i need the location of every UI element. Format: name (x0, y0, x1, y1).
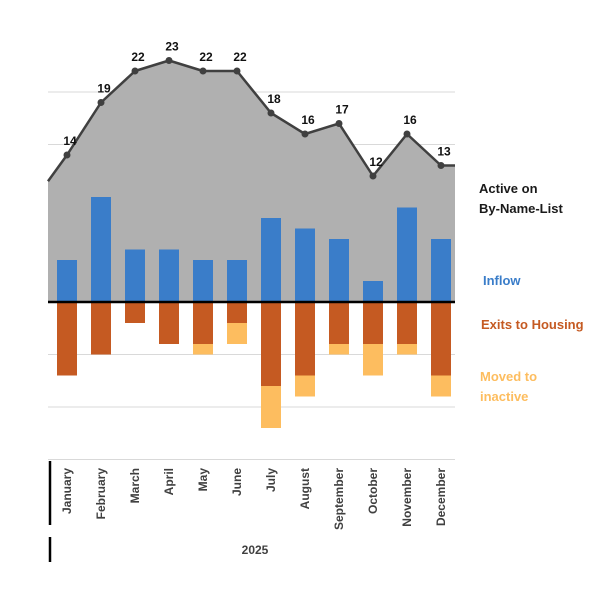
bar-moved (329, 344, 349, 355)
bar-exits (193, 302, 213, 344)
x-tick-label: May (196, 468, 210, 492)
data-label: 22 (233, 50, 247, 64)
bar-exits (91, 302, 111, 355)
bar-moved (193, 344, 213, 355)
bar-moved (295, 375, 315, 397)
x-axis: January February March April May June July Augu… (48, 461, 448, 562)
x-tick-label: June (230, 468, 244, 496)
data-label: 19 (97, 82, 111, 96)
active-point (165, 57, 173, 64)
data-label: 18 (267, 92, 281, 106)
bar-inflow (329, 239, 349, 302)
legend-active-line2: By-Name-List (479, 201, 563, 216)
data-label: 16 (301, 113, 315, 127)
bar-inflow (295, 228, 315, 302)
data-label: 22 (199, 50, 213, 64)
bar-inflow (91, 197, 111, 302)
bar-exits (159, 302, 179, 344)
data-label: 12 (369, 155, 383, 169)
data-label: 16 (403, 113, 417, 127)
legend-moved: Moved to inactive (480, 367, 590, 407)
x-tick-label: April (162, 468, 176, 495)
bar-exits (57, 302, 77, 376)
active-point (437, 162, 445, 169)
active-point (131, 67, 139, 75)
x-tick-label: November (400, 468, 414, 527)
legend-exits: Exits to Housing (481, 317, 584, 332)
active-point (301, 130, 309, 138)
bar-inflow (227, 260, 247, 302)
legend-inflow: Inflow (483, 273, 521, 288)
data-label: 22 (131, 50, 145, 64)
data-label: 14 (63, 134, 77, 148)
data-label: 13 (437, 145, 451, 159)
active-point (369, 172, 377, 180)
bar-exits (329, 302, 349, 344)
active-point (335, 120, 343, 127)
legend-moved-line1: Moved to (480, 369, 538, 384)
active-line (46, 57, 455, 182)
x-tick-label: October (366, 468, 380, 514)
bar-exits (227, 302, 247, 323)
bar-moved (227, 323, 247, 344)
bar-inflow (125, 249, 145, 302)
year-label: 2025 (241, 543, 269, 557)
bar-exits (125, 302, 145, 323)
x-tick-label: September (332, 468, 346, 530)
active-point (97, 99, 105, 106)
bar-inflow (159, 249, 179, 302)
bar-inflow (363, 281, 383, 302)
bar-inflow (57, 260, 77, 302)
active-line-path (46, 59, 455, 182)
x-tick-label: August (298, 468, 312, 509)
active-point (267, 109, 275, 117)
legend-active-line1: Active on (479, 181, 538, 196)
active-point (233, 67, 241, 75)
bar-exits (363, 302, 383, 344)
bar-inflow (397, 207, 417, 302)
x-tick-label: January (60, 468, 74, 514)
legend-moved-line2: inactive (480, 389, 529, 404)
bar-inflow (193, 260, 213, 302)
bar-moved (397, 344, 417, 355)
data-label: 23 (165, 40, 179, 54)
x-tick-label: July (264, 468, 278, 492)
data-label: 17 (335, 103, 349, 117)
bar-exits (295, 302, 315, 376)
active-point (199, 67, 207, 75)
x-tick-label: March (128, 468, 142, 503)
bar-inflow (261, 218, 281, 302)
bar-exits (397, 302, 417, 344)
active-area-fill (48, 60, 455, 302)
data-labels: 14 19 22 23 22 22 18 16 17 12 16 13 (63, 40, 451, 170)
bar-exits (261, 302, 281, 386)
bar-exits (431, 302, 451, 376)
bar-moved (261, 386, 281, 428)
bar-moved (363, 344, 383, 376)
bars (57, 197, 451, 428)
x-tick-label: February (94, 468, 108, 520)
active-point (403, 130, 411, 138)
active-area (48, 60, 455, 302)
active-point (63, 151, 71, 159)
bar-moved (431, 375, 451, 397)
legend-active: Active on By-Name-List (479, 179, 589, 219)
x-tick-label: December (434, 468, 448, 526)
bar-inflow (431, 239, 451, 302)
